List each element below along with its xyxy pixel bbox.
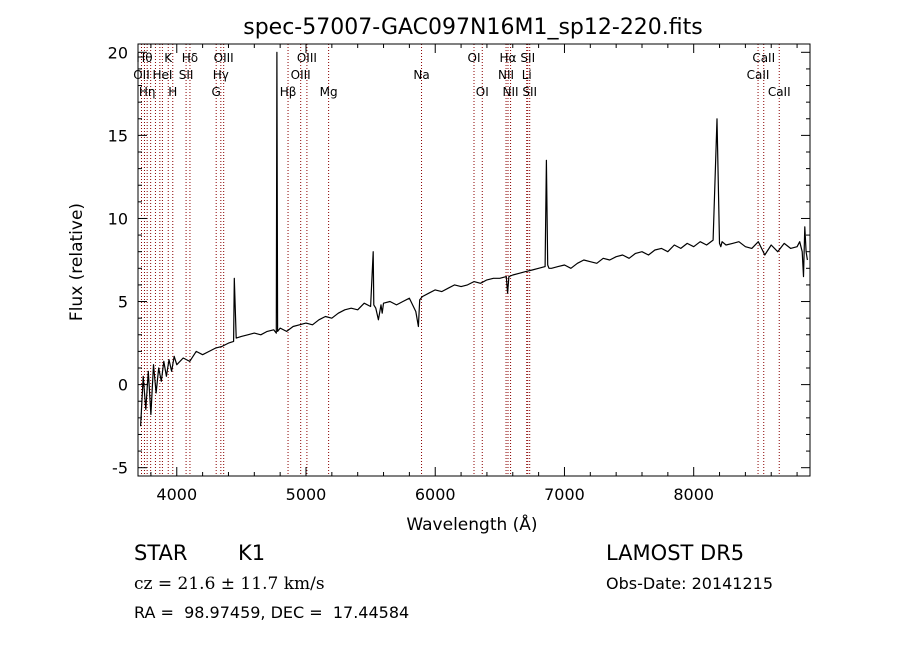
line-marker-label-26: SII xyxy=(522,85,537,99)
x-tick-label: 5000 xyxy=(286,485,327,504)
line-marker-labels: OIIHθHηHeIKHSIIHδGHγOIIIHβOIIIOIIIMgNaOI… xyxy=(133,51,790,99)
y-tick-label: 20 xyxy=(108,43,128,62)
line-marker-label-27: CaII xyxy=(747,68,770,82)
line-marker-label-28: CaII xyxy=(752,51,775,65)
line-marker-label-24: Li xyxy=(522,68,532,82)
spectrum-line-0 xyxy=(140,51,808,427)
line-marker-label-13: OIII xyxy=(214,51,234,65)
line-marker-label-8: H xyxy=(168,85,177,99)
y-axis-label: Flux (relative) xyxy=(67,203,87,321)
y-tick-label: 0 xyxy=(118,376,128,395)
line-marker-label-12: Hγ xyxy=(213,68,229,82)
line-marker-label-7: K xyxy=(164,51,173,65)
survey-label: LAMOST DR5 xyxy=(606,541,745,565)
y-tick-label: 5 xyxy=(118,293,128,312)
y-tick-label: -5 xyxy=(112,459,128,478)
line-marker-label-11: G xyxy=(212,85,221,99)
line-marker-label-14: Hβ xyxy=(280,85,297,99)
line-marker-label-16: OIII xyxy=(297,51,317,65)
coordinates-text: RA = 98.97459, DEC = 17.44584 xyxy=(134,603,410,622)
x-tick-label: 7000 xyxy=(544,485,585,504)
line-marker-label-6: HeI xyxy=(152,68,172,82)
line-marker-label-17: Mg xyxy=(320,85,338,99)
line-markers xyxy=(140,44,780,476)
line-marker-label-2: Hη xyxy=(139,85,156,99)
axis-ticks: 4000 5000 6000 7000 8000 -5 0 5 10 15 20 xyxy=(108,43,810,504)
y-tick-label: 10 xyxy=(108,209,128,228)
object-subclass: K1 xyxy=(238,541,266,565)
x-tick-label: 6000 xyxy=(415,485,456,504)
object-class: STAR xyxy=(134,541,188,565)
line-marker-label-29: CaII xyxy=(768,85,791,99)
line-marker-label-21: NII xyxy=(498,68,514,82)
x-tick-label: 8000 xyxy=(673,485,714,504)
line-marker-label-1: Hθ xyxy=(136,51,152,65)
x-axis-label: Wavelength (Å) xyxy=(406,513,537,535)
redshift-text: cz = 21.6 ± 11.7 km/s xyxy=(134,574,325,594)
line-marker-label-10: Hδ xyxy=(182,51,198,65)
line-marker-label-18: Na xyxy=(413,68,429,82)
obs-date: Obs-Date: 20141215 xyxy=(606,574,774,593)
line-marker-label-22: Hα xyxy=(500,51,517,65)
line-marker-label-23: NII xyxy=(503,85,519,99)
line-marker-label-19: OI xyxy=(468,51,481,65)
chart-title: spec-57007-GAC097N16M1_sp12-220.fits xyxy=(243,15,703,40)
line-marker-label-0: OII xyxy=(133,68,150,82)
line-marker-label-20: OI xyxy=(476,85,489,99)
line-marker-label-15: OIII xyxy=(291,68,311,82)
series-group xyxy=(140,51,808,427)
line-marker-label-9: SII xyxy=(179,68,194,82)
x-tick-label: 4000 xyxy=(156,485,197,504)
line-marker-label-25: SII xyxy=(520,51,535,65)
plot-frame xyxy=(137,43,811,477)
y-tick-label: 15 xyxy=(108,126,128,145)
